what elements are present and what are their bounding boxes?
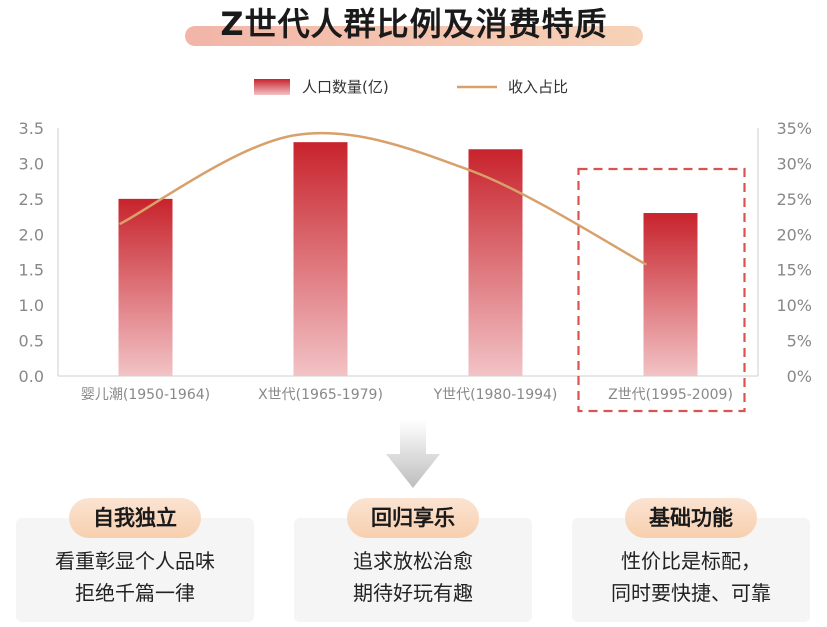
legend-bar-label: 人口数量(亿) (302, 78, 389, 96)
card-basic-function-line-2: 同时要快捷、可靠 (611, 581, 771, 605)
x-tick-label: X世代(1965-1979) (258, 387, 383, 403)
y-left-tick-label: 3.0 (19, 154, 44, 173)
income-share-line (119, 131, 647, 266)
y-right-tick-label: 0% (787, 367, 812, 386)
x-tick-label: Z世代(1995-2009) (608, 387, 733, 403)
y-left-tick-label: 3.5 (19, 119, 44, 138)
y-right-tick-label: 20% (776, 225, 812, 244)
legend-bar-swatch (254, 79, 290, 95)
card-independence-title: 自我独立 (69, 498, 201, 538)
card-enjoyment-title: 回归享乐 (347, 498, 479, 538)
x-tick-label: 婴儿潮(1950-1964) (81, 387, 210, 403)
y-left-tick-label: 0.0 (19, 367, 44, 386)
y-left-tick-label: 2.0 (19, 225, 44, 244)
y-left-tick-label: 1.0 (19, 296, 44, 315)
y-right-tick-label: 25% (776, 190, 812, 209)
y-left-tick-label: 0.5 (19, 332, 44, 351)
y-right-tick-label: 15% (776, 261, 812, 280)
card-enjoyment-line-2: 期待好玩有趣 (353, 581, 473, 605)
y-left-tick-label: 1.5 (19, 261, 44, 280)
bar (468, 149, 523, 376)
title-underline (185, 26, 643, 46)
y-right-tick-label: 10% (776, 296, 812, 315)
y-right-tick-label: 30% (776, 154, 812, 173)
legend-line-label: 收入占比 (508, 78, 568, 96)
down-arrow-icon (386, 420, 440, 488)
card-basic-function-title: 基础功能 (625, 498, 757, 538)
x-tick-label: Y世代(1980-1994) (433, 387, 558, 403)
y-left-tick-label: 2.5 (19, 190, 44, 209)
bar (643, 213, 698, 376)
y-right-tick-label: 35% (776, 119, 812, 138)
card-independence-line-1: 看重彰显个人品味 (55, 549, 215, 573)
card-independence-line-2: 拒绝千篇一律 (75, 581, 195, 605)
page-title: Z世代人群比例及消费特质 (220, 5, 608, 43)
card-basic-function-line-1: 性价比是标配， (621, 549, 761, 573)
bar-line-chart: 人口数量(亿) 收入占比 0.0 0.5 1.0 1.5 2.0 2.5 3.0 3.5 0% 5% 1… (19, 78, 812, 413)
highlight-box (577, 167, 746, 413)
title-banner: Z世代人群比例及消费特质 (185, 4, 643, 46)
y-right-tick-label: 5% (787, 332, 812, 351)
card-enjoyment-line-1: 追求放松治愈 (353, 549, 473, 573)
bar (293, 142, 348, 376)
bar (118, 198, 173, 376)
